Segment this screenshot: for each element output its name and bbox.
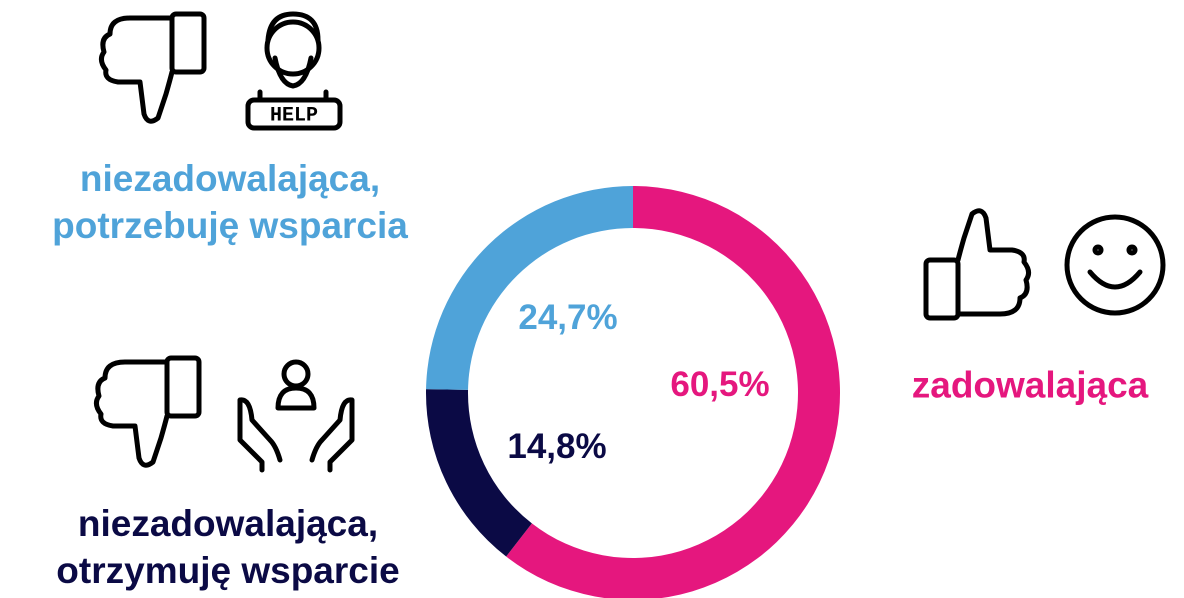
- thumb-down-icon: [101, 14, 204, 121]
- category-label: niezadowalająca, potrzebuję wsparcia: [52, 158, 408, 246]
- category-label: zadowalająca: [911, 364, 1149, 406]
- thumb-up-icon: [926, 211, 1029, 318]
- thumb-down-icon: [96, 358, 199, 465]
- donut-segment: [506, 186, 840, 598]
- value-label: 14,8%: [507, 427, 607, 466]
- value-label: 60,5%: [670, 365, 770, 404]
- donut-segment: [426, 185, 633, 390]
- category-label: niezadowalająca, otrzymuję wsparcie: [56, 503, 400, 591]
- donut-segment: [426, 389, 532, 557]
- smiley-icon: [1064, 214, 1166, 316]
- value-label: 24,7%: [518, 298, 618, 337]
- hands-icon: [237, 359, 355, 473]
- icon-text: HELP: [270, 104, 318, 127]
- help-person-icon: [245, 11, 343, 131]
